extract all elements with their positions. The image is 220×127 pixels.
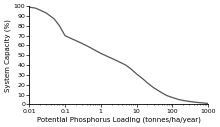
X-axis label: Potential Phosphorus Loading (tonnes/ha/year): Potential Phosphorus Loading (tonnes/ha/…: [37, 116, 201, 123]
Y-axis label: System Capacity (%): System Capacity (%): [4, 19, 11, 92]
